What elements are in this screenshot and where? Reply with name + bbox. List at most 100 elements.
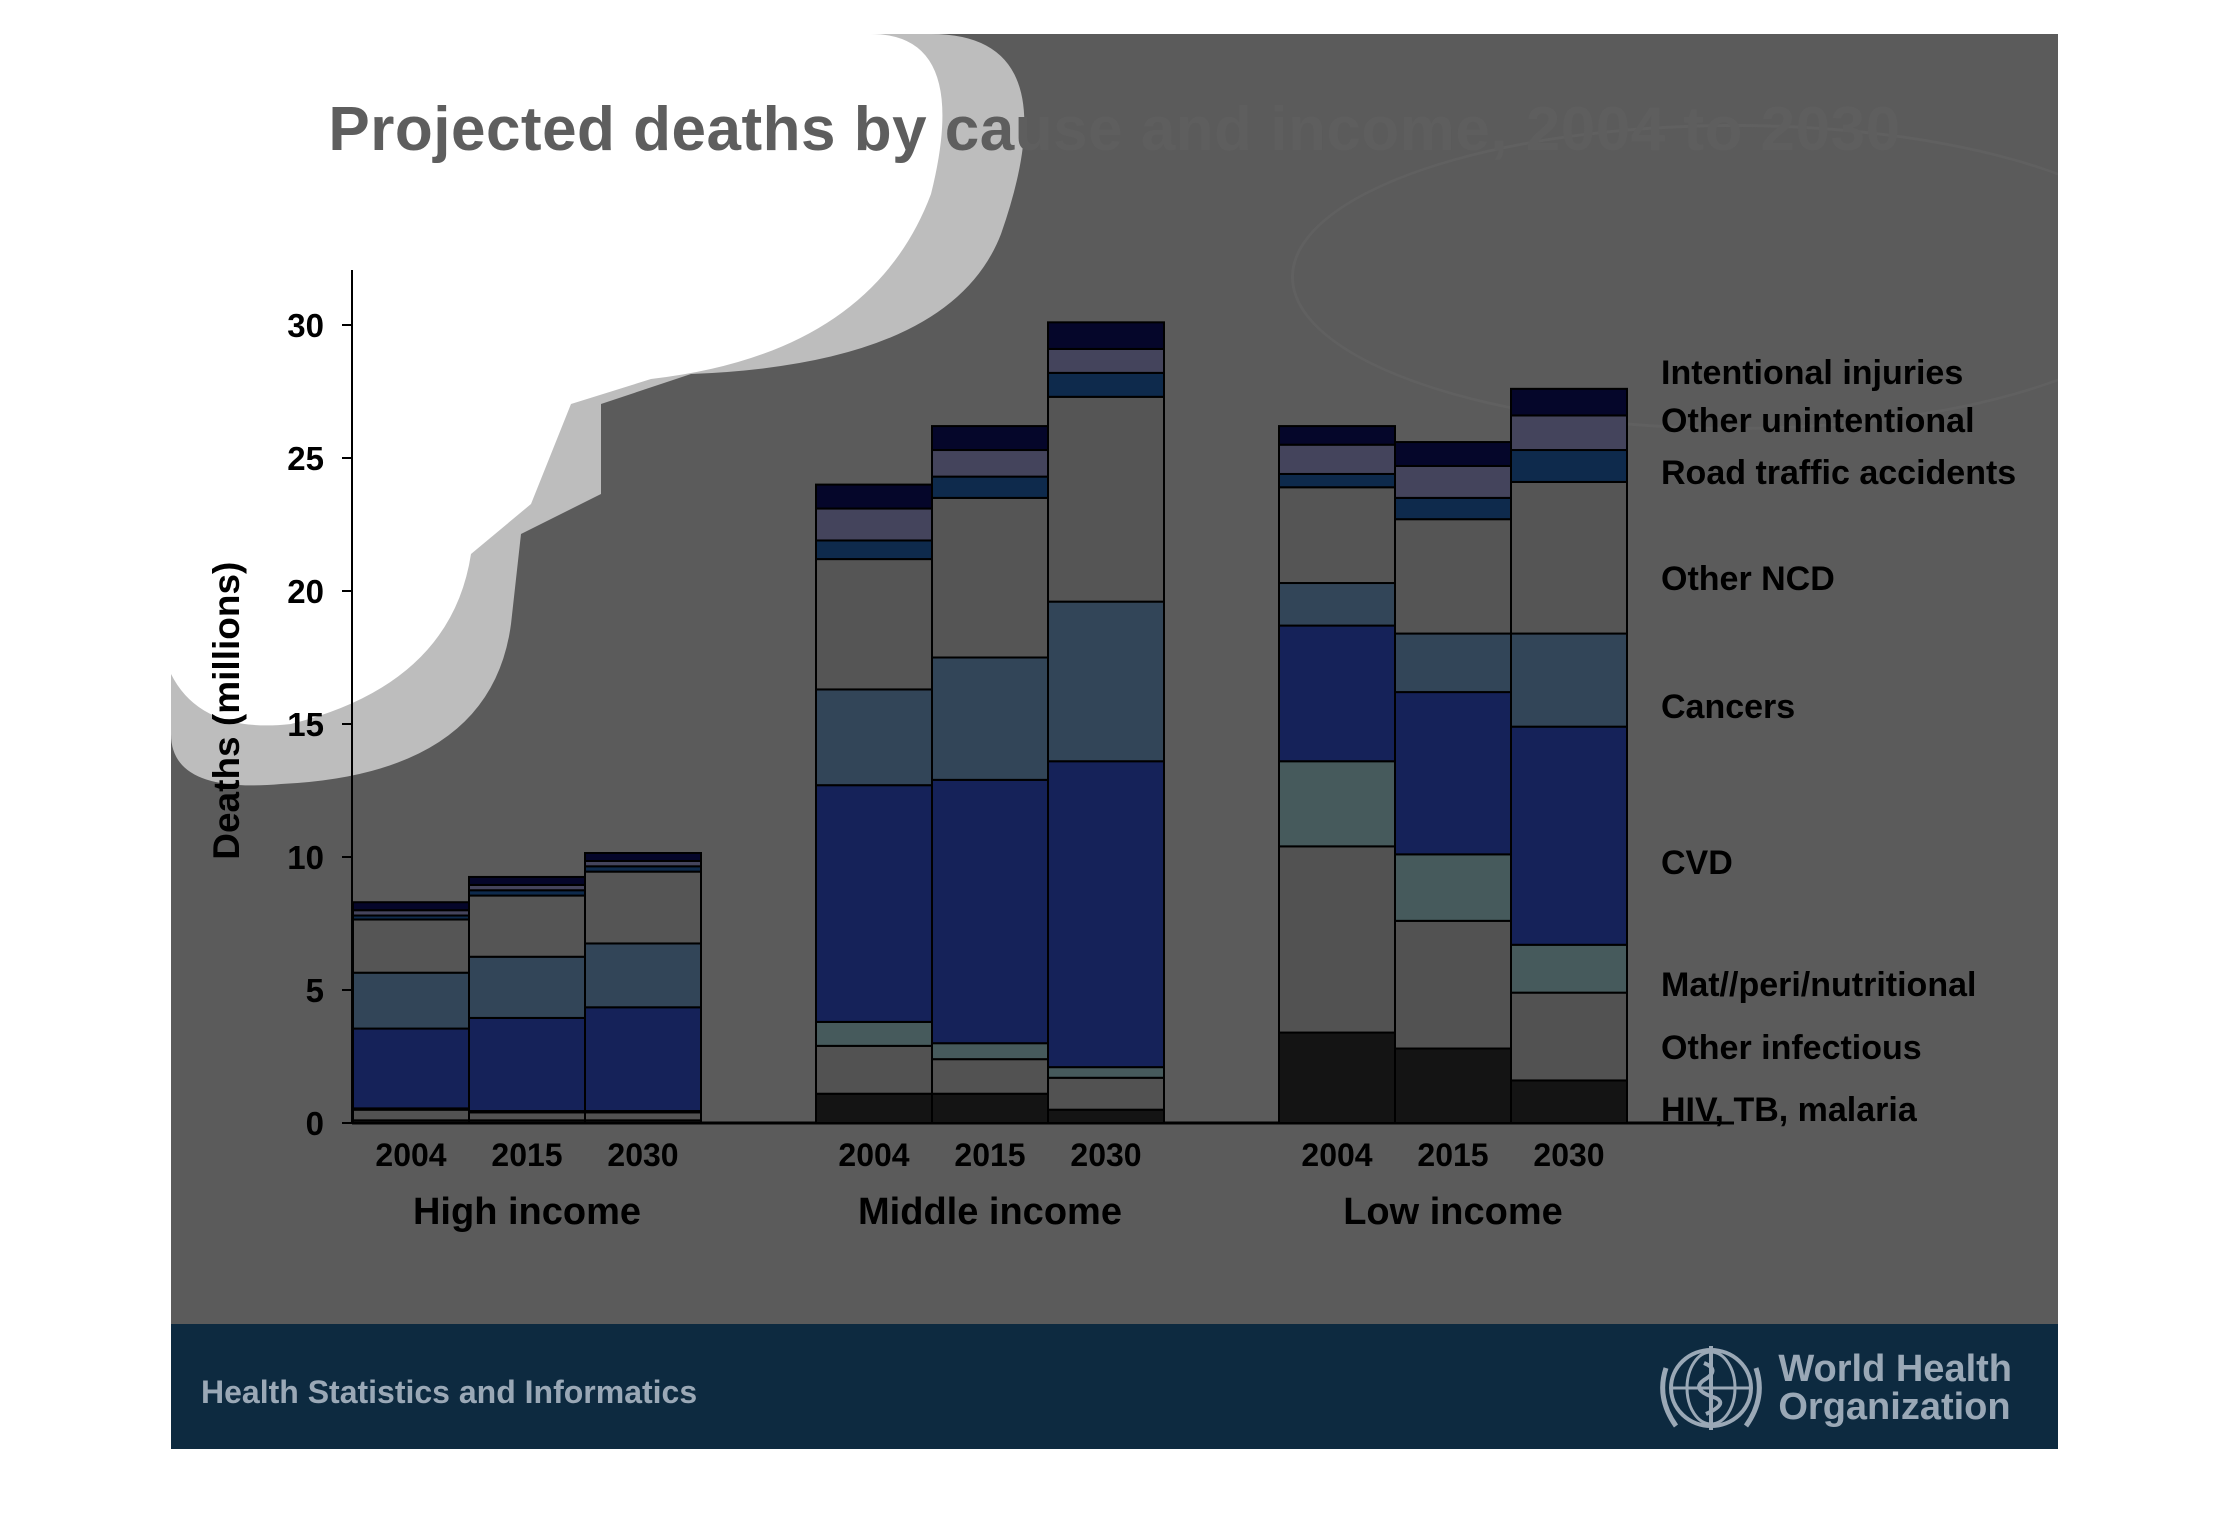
- bar-segment-other-unintentional: [1047, 347, 1165, 374]
- y-tick-label: 25: [287, 440, 324, 477]
- legend-label: CVD: [1661, 844, 1733, 882]
- y-tick-label: 30: [287, 307, 324, 344]
- bar-segment-road-traffic-accidents: [1394, 496, 1512, 521]
- bar-segment-intentional-injuries: [584, 852, 702, 862]
- x-year-label: 2015: [954, 1137, 1025, 1173]
- y-tick-label: 10: [287, 839, 324, 876]
- bar-segment-intentional-injuries: [468, 875, 586, 886]
- bar-segment-mat-peri-nutritional: [931, 1042, 1049, 1061]
- bar-segment-road-traffic-accidents: [1278, 472, 1396, 489]
- bar-segment-cancers: [815, 688, 933, 787]
- bar-segment-cvd: [1510, 725, 1628, 946]
- who-name: World Health Organization: [1778, 1350, 2012, 1426]
- bar-segment-road-traffic-accidents: [815, 539, 933, 561]
- bar-segment-other-infectious: [1510, 991, 1628, 1082]
- bar-segment-cvd: [931, 778, 1049, 1045]
- slide: Projected deaths by cause and income, 20…: [171, 34, 2058, 1449]
- y-tick-label: 5: [306, 972, 324, 1009]
- bar-segment-mat-peri-nutritional: [1510, 943, 1628, 994]
- slide-title: Projected deaths by cause and income, 20…: [171, 94, 2058, 165]
- bar-segment-intentional-injuries: [1278, 425, 1396, 446]
- bar-segment-other-ncd: [931, 496, 1049, 659]
- bar-segment-road-traffic-accidents: [931, 475, 1049, 499]
- bar-segment-cvd: [1278, 624, 1396, 763]
- bar-segment-other-infectious: [584, 1111, 702, 1122]
- bar-segment-cancers: [352, 971, 470, 1030]
- x-year-label: 2030: [607, 1137, 678, 1173]
- bar-segment-cvd: [1047, 760, 1165, 1069]
- bar-segment-hiv-tb-malaria: [1510, 1079, 1628, 1124]
- bar-segment-other-infectious: [1394, 919, 1512, 1050]
- legend-label: Mat//peri/nutritional: [1661, 966, 1976, 1004]
- bar-segment-mat-peri-nutritional: [1047, 1066, 1165, 1079]
- bar-segment-mat-peri-nutritional: [815, 1020, 933, 1047]
- bar-segment-other-ncd: [1278, 486, 1396, 585]
- bar-segment-hiv-tb-malaria: [1047, 1108, 1165, 1124]
- bar-segment-other-ncd: [815, 558, 933, 691]
- x-year-label: 2004: [375, 1137, 446, 1173]
- legend-label: Intentional injuries: [1661, 354, 1963, 392]
- bar-segment-cvd: [468, 1016, 586, 1113]
- x-year-label: 2004: [1301, 1137, 1372, 1173]
- bar-segment-intentional-injuries: [1510, 387, 1628, 417]
- bar-segment-cancers: [931, 656, 1049, 781]
- bar-segment-cancers: [1394, 632, 1512, 694]
- bar-segment-cancers: [1510, 632, 1628, 728]
- bar-segment-other-unintentional: [1510, 414, 1628, 452]
- bar-segment-road-traffic-accidents: [1510, 449, 1628, 483]
- bar-segment-other-unintentional: [815, 507, 933, 542]
- bar-segment-cvd: [1394, 691, 1512, 856]
- x-year-label: 2004: [838, 1137, 909, 1173]
- bar-segment-other-ncd: [1510, 480, 1628, 635]
- bar-segment-cancers: [584, 942, 702, 1009]
- globe-watermark: [1291, 124, 2058, 430]
- x-group-label: High income: [413, 1191, 641, 1233]
- bar-segment-other-unintentional: [931, 449, 1049, 478]
- x-group-label: Middle income: [858, 1191, 1122, 1233]
- bar-segment-other-ncd: [352, 918, 470, 974]
- bar-segment-cvd: [584, 1006, 702, 1113]
- bar-segment-other-infectious: [1047, 1076, 1165, 1111]
- footer-org-text: Health Statistics and Informatics: [201, 1374, 698, 1410]
- who-emblem-icon: [1660, 1346, 1763, 1430]
- stacked-bar-chart: 0 5 10 15 20 25 30 Deaths (millions) 2004 2015 203…: [206, 270, 2016, 1233]
- bar-segment-hiv-tb-malaria: [815, 1092, 933, 1124]
- y-axis-title: Deaths (millions): [206, 562, 247, 860]
- x-year-label: 2015: [491, 1137, 562, 1173]
- legend-label: Other NCD: [1661, 560, 1835, 598]
- who-name-line2: Organization: [1778, 1386, 2011, 1428]
- bar-segment-cancers: [1047, 600, 1165, 763]
- legend-label: Other unintentional: [1661, 402, 1975, 440]
- legend-label: Cancers: [1661, 688, 1795, 726]
- bar-segment-hiv-tb-malaria: [931, 1092, 1049, 1124]
- legend-label: Road traffic accidents: [1661, 454, 2016, 492]
- who-logo: World Health Organization: [1656, 1338, 2012, 1438]
- bar-segment-hiv-tb-malaria: [1278, 1031, 1396, 1124]
- legend-label: HIV, TB, malaria: [1661, 1091, 1918, 1129]
- bar-segment-hiv-tb-malaria: [1394, 1047, 1512, 1125]
- bar-segment-intentional-injuries: [1394, 441, 1512, 467]
- bar-segment-other-infectious: [468, 1111, 586, 1122]
- y-tick-label: 20: [287, 573, 324, 610]
- bar-segment-other-ncd: [584, 870, 702, 945]
- bar-segment-cvd: [352, 1027, 470, 1110]
- footer-bar: Health Statistics and Informatics World …: [171, 1324, 2058, 1449]
- bar-segment-cvd: [815, 784, 933, 1023]
- bar-segment-intentional-injuries: [931, 425, 1049, 452]
- bar-segment-mat-peri-nutritional: [1278, 760, 1396, 848]
- bar-segment-intentional-injuries: [352, 901, 470, 912]
- x-year-label: 2030: [1070, 1137, 1141, 1173]
- x-year-label: 2030: [1533, 1137, 1604, 1173]
- bar-segment-other-ncd: [1394, 518, 1512, 635]
- bar-segment-other-infectious: [352, 1108, 470, 1122]
- x-year-label: 2015: [1417, 1137, 1488, 1173]
- y-tick-label: 0: [306, 1105, 324, 1142]
- bar-segment-intentional-injuries: [815, 483, 933, 510]
- bar-segment-other-unintentional: [1278, 443, 1396, 475]
- slide-title-text: Projected deaths by cause and income, 20…: [328, 95, 1901, 164]
- bar-segment-other-unintentional: [1394, 464, 1512, 499]
- y-tick-label: 15: [287, 706, 324, 743]
- bar-segment-intentional-injuries: [1047, 321, 1165, 350]
- bar-segment-cancers: [468, 955, 586, 1019]
- bar-segment-cancers: [1278, 582, 1396, 627]
